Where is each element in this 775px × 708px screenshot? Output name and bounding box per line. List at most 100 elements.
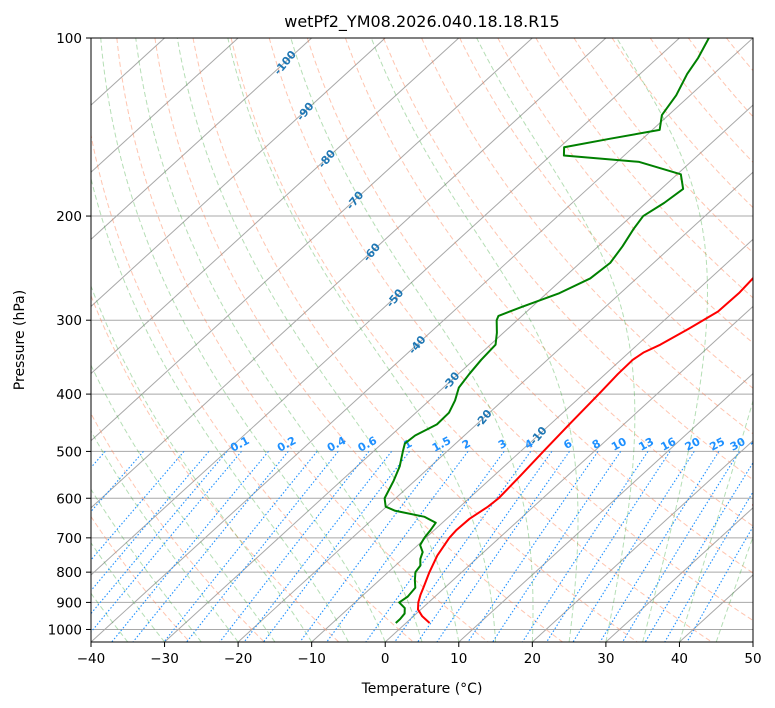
y-tick-label: 500 bbox=[56, 444, 82, 460]
isotherm-line bbox=[91, 38, 753, 642]
mixing-ratio-label: 16 bbox=[659, 435, 679, 454]
mixing-ratio-label: 10 bbox=[609, 435, 629, 454]
mixing-ratio-label: 30 bbox=[728, 435, 748, 454]
mixing-ratio-line bbox=[436, 451, 570, 642]
mixing-ratio-line bbox=[394, 451, 532, 642]
x-axis-label: Temperature (°C) bbox=[361, 681, 483, 697]
isotherm-line bbox=[458, 372, 753, 642]
mixing-ratio-line bbox=[644, 461, 753, 642]
dry-adiabat-line bbox=[230, 38, 713, 642]
mixing-ratio-line bbox=[91, 451, 228, 615]
y-tick-label: 900 bbox=[56, 595, 82, 611]
mixing-ratio-line bbox=[599, 451, 720, 642]
moist-adiabat-line bbox=[91, 364, 276, 642]
moist-adiabat-line bbox=[91, 176, 349, 642]
dry-adiabat-line bbox=[421, 38, 753, 435]
isotherm-line bbox=[91, 38, 533, 442]
mixing-ratio-line bbox=[365, 451, 505, 642]
mixing-ratio-label: 20 bbox=[683, 435, 703, 454]
y-axis-label: Pressure (hPa) bbox=[12, 290, 28, 390]
y-tick-label: 1000 bbox=[48, 622, 82, 638]
moist-adiabat-line bbox=[227, 38, 497, 642]
mixing-ratio-line bbox=[299, 451, 444, 642]
dry-adiabat-line bbox=[268, 38, 753, 622]
dry-adiabat-line bbox=[573, 38, 753, 254]
dry-adiabat-line bbox=[383, 38, 753, 481]
isotherm-line bbox=[91, 38, 313, 241]
y-tick-label: 300 bbox=[56, 313, 82, 329]
mixing-ratio-line bbox=[467, 451, 599, 642]
x-tick-label: 20 bbox=[524, 651, 541, 667]
mixing-ratio-line bbox=[186, 451, 339, 642]
moist-adiabat-line bbox=[135, 38, 423, 642]
dry-adiabat-line bbox=[497, 38, 753, 344]
mixing-ratio-label: 13 bbox=[636, 435, 656, 454]
y-tick-label: 200 bbox=[56, 209, 82, 225]
mixing-ratio-line bbox=[132, 451, 289, 642]
x-tick-label: −10 bbox=[297, 651, 326, 667]
y-axis-ticks: 100 200 300 400 500 600 700 800 900 1000 bbox=[48, 31, 91, 638]
x-axis-ticks: −40 −30 −20 −10 0 10 20 30 40 50 bbox=[77, 642, 762, 667]
dry-adiabat-line bbox=[306, 38, 753, 574]
dry-adiabat-line bbox=[649, 38, 753, 164]
y-tick-label: 800 bbox=[56, 565, 82, 581]
isotherm-line bbox=[91, 38, 460, 375]
plot-area: 0.10.20.40.611.52346810131620253036-100-… bbox=[91, 38, 769, 642]
moist-adiabat-line bbox=[678, 399, 753, 642]
mixing-ratio-line bbox=[243, 451, 392, 642]
moist-adiabat-label: 10 bbox=[749, 493, 769, 513]
x-tick-label: −40 bbox=[77, 651, 106, 667]
isotherm-line bbox=[91, 38, 680, 576]
moist-adiabat-line bbox=[91, 592, 129, 642]
mixing-ratio-line bbox=[522, 451, 649, 642]
moist-adiabat-label: 0 bbox=[751, 456, 766, 470]
moist-adiabat-line bbox=[91, 284, 313, 642]
x-tick-label: 50 bbox=[744, 651, 761, 667]
mixing-ratio-label: 36 bbox=[749, 435, 769, 454]
mixing-ratio-line bbox=[417, 451, 553, 642]
moist-adiabats bbox=[91, 38, 753, 642]
x-tick-label: 0 bbox=[381, 651, 390, 667]
x-tick-label: 40 bbox=[671, 651, 688, 667]
mixing-ratio-lines bbox=[91, 451, 753, 642]
mixing-ratio-line bbox=[326, 451, 469, 642]
x-tick-label: 10 bbox=[450, 651, 467, 667]
dry-adiabat-line bbox=[192, 38, 638, 642]
dry-adiabat-line bbox=[91, 294, 340, 642]
plot-frame bbox=[90, 37, 754, 643]
mixing-ratio-line bbox=[622, 451, 740, 642]
dewpoint-profile-line bbox=[383, 38, 710, 624]
dry-adiabat-line bbox=[91, 132, 414, 642]
moist-adiabat-line bbox=[91, 430, 239, 642]
mixing-ratio-line bbox=[492, 451, 622, 642]
mixing-ratio-line bbox=[111, 451, 269, 642]
moist-adiabat-line bbox=[176, 38, 460, 642]
y-tick-label: 100 bbox=[56, 31, 82, 47]
y-tick-label: 400 bbox=[56, 387, 82, 403]
isotherm-line bbox=[384, 305, 753, 642]
isotherm-line bbox=[91, 38, 386, 308]
isotherm-line bbox=[91, 38, 239, 173]
x-tick-label: −30 bbox=[150, 651, 179, 667]
mixing-ratio-line bbox=[163, 451, 318, 642]
isotherm-line bbox=[237, 171, 753, 642]
temperature-profile-line bbox=[416, 276, 753, 624]
isotherm-line bbox=[531, 439, 753, 642]
mixing-ratio-line bbox=[91, 451, 242, 633]
moist-adiabat-line bbox=[715, 535, 753, 642]
y-tick-label: 700 bbox=[56, 531, 82, 547]
x-tick-label: 30 bbox=[597, 651, 614, 667]
moist-adiabat-line bbox=[370, 38, 579, 642]
mixing-ratio-line bbox=[91, 451, 144, 513]
moist-adiabat-line bbox=[476, 38, 636, 642]
mixing-ratio-line bbox=[546, 451, 671, 642]
y-tick-label: 600 bbox=[56, 491, 82, 507]
mixing-ratio-line bbox=[572, 451, 695, 642]
isotherm-line bbox=[91, 38, 607, 509]
x-tick-label: −20 bbox=[224, 651, 253, 667]
dry-adiabat-line bbox=[535, 38, 753, 299]
isotherm-line bbox=[605, 507, 753, 642]
moist-adiabat-line bbox=[290, 38, 534, 642]
